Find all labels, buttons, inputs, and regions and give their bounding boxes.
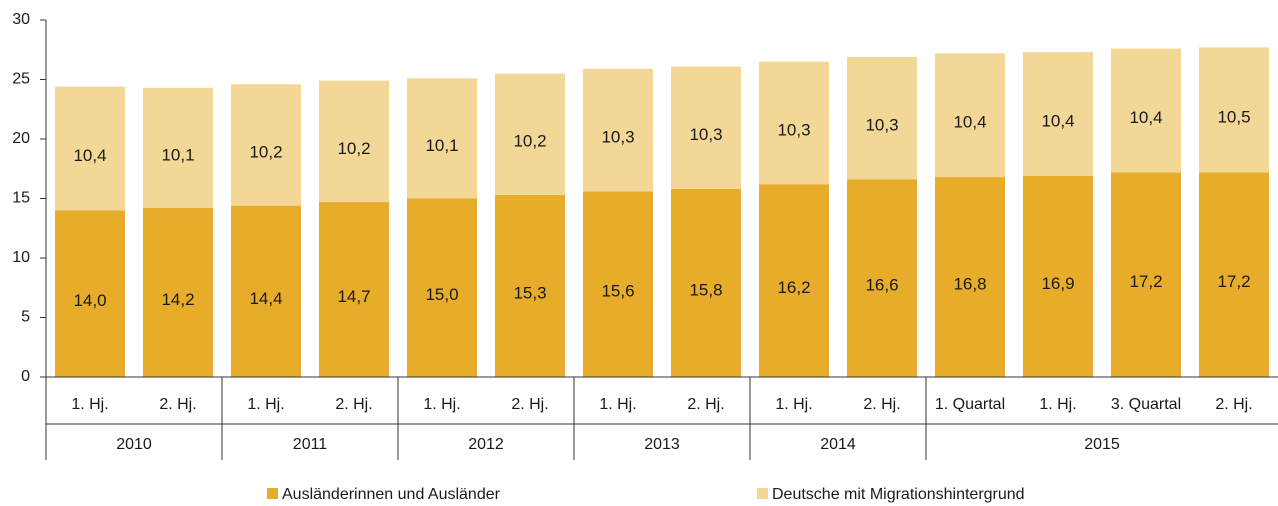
bar-segment: [231, 205, 301, 377]
bar-segment: [55, 210, 125, 377]
value-label: 15,8: [689, 280, 722, 299]
value-label: 10,4: [73, 146, 106, 165]
bar-segment: [671, 66, 741, 189]
x-tick-label: 2. Hj.: [687, 396, 724, 413]
bar-segment: [55, 86, 125, 211]
value-label: 14,7: [337, 287, 370, 306]
x-tick-label: 1. Hj.: [71, 396, 108, 413]
x-tick-label: 3. Quartal: [1111, 396, 1181, 413]
bar-segment: [143, 87, 213, 209]
value-label: 14,2: [161, 290, 194, 309]
bar-segment: [1023, 52, 1093, 176]
y-tick-label: 5: [21, 309, 30, 326]
bar-segment: [583, 68, 653, 192]
y-tick-label: 10: [12, 249, 30, 266]
value-label: 15,0: [425, 285, 458, 304]
x-tick-label: 1. Hj.: [599, 396, 636, 413]
value-label: 15,6: [601, 282, 634, 301]
bar-segment: [231, 84, 301, 206]
y-tick-label: 30: [12, 11, 30, 28]
y-tick-label: 20: [12, 130, 30, 147]
group-label: 2013: [644, 436, 680, 453]
value-label: 10,2: [249, 142, 282, 161]
value-label: 10,2: [337, 139, 370, 158]
value-label: 16,9: [1041, 274, 1074, 293]
value-label: 10,3: [777, 120, 810, 139]
value-label: 15,3: [513, 283, 546, 302]
value-label: 10,3: [689, 125, 722, 144]
value-label: 16,6: [865, 276, 898, 295]
bar-segment: [407, 198, 477, 377]
x-tick-label: 1. Hj.: [247, 396, 284, 413]
value-label: 17,2: [1217, 272, 1250, 291]
value-label: 10,4: [1129, 108, 1162, 127]
group-label: 2015: [1084, 436, 1120, 453]
legend-label: Deutsche mit Migrationshintergrund: [772, 486, 1025, 503]
bar-segment: [671, 188, 741, 377]
bar-segment: [1199, 172, 1269, 377]
bar-segment: [319, 202, 389, 377]
group-label: 2010: [116, 436, 152, 453]
x-tick-label: 1. Quartal: [935, 396, 1005, 413]
group-label: 2012: [468, 436, 504, 453]
bar-segment: [935, 177, 1005, 377]
legend-label: Ausländerinnen und Ausländer: [282, 486, 501, 503]
x-tick-label: 1. Hj.: [423, 396, 460, 413]
x-tick-label: 2. Hj.: [159, 396, 196, 413]
y-tick-label: 0: [21, 368, 30, 385]
bar-segment: [407, 78, 477, 199]
value-label: 10,2: [513, 132, 546, 151]
bar-segment: [935, 53, 1005, 178]
value-label: 14,4: [249, 289, 282, 308]
value-label: 10,3: [865, 116, 898, 135]
legend-swatch: [757, 488, 768, 499]
group-label: 2011: [293, 436, 328, 453]
bar-segment: [1111, 172, 1181, 377]
value-label: 17,2: [1129, 272, 1162, 291]
x-tick-label: 1. Hj.: [1039, 396, 1076, 413]
x-tick-label: 2. Hj.: [511, 396, 548, 413]
value-label: 14,0: [73, 291, 106, 310]
value-label: 10,1: [161, 145, 194, 164]
bar-segment: [143, 208, 213, 377]
legend-swatch: [267, 488, 278, 499]
value-label: 10,3: [601, 128, 634, 147]
bar-segment: [759, 184, 829, 377]
x-tick-label: 2. Hj.: [863, 396, 900, 413]
value-label: 10,4: [953, 113, 986, 132]
bar-segment: [319, 80, 389, 203]
x-tick-label: 2. Hj.: [1215, 396, 1252, 413]
value-label: 16,2: [777, 278, 810, 297]
value-label: 10,5: [1217, 107, 1250, 126]
value-label: 10,4: [1041, 111, 1074, 130]
bar-segment: [1111, 48, 1181, 173]
bar-segment: [495, 73, 565, 195]
bar-segment: [847, 179, 917, 377]
y-tick-label: 25: [12, 71, 30, 88]
bar-segment: [583, 191, 653, 377]
bar-segment: [759, 61, 829, 185]
bar-segment: [1199, 47, 1269, 173]
value-label: 10,1: [425, 136, 458, 155]
bar-segment: [1023, 175, 1093, 377]
bar-segment: [495, 194, 565, 377]
x-tick-label: 2. Hj.: [335, 396, 372, 413]
y-tick-label: 15: [12, 190, 30, 207]
value-label: 16,8: [953, 275, 986, 294]
group-label: 2014: [820, 436, 856, 453]
x-tick-label: 1. Hj.: [775, 396, 812, 413]
bar-segment: [847, 56, 917, 180]
